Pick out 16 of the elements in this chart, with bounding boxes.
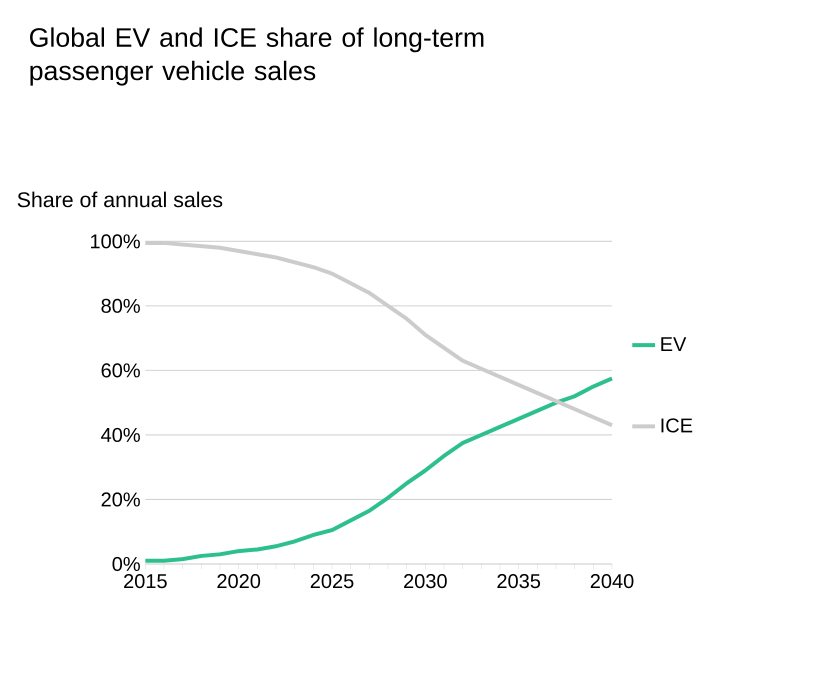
legend-label: ICE <box>662 418 692 432</box>
legend-label: EV <box>661 337 686 351</box>
y-tick-label: 0% <box>112 556 140 571</box>
x-tick-label: 2015 <box>124 574 167 588</box>
x-tick-label: 2025 <box>310 574 354 588</box>
x-tick-label: 2030 <box>404 574 447 588</box>
x-tick-label: 2020 <box>217 574 260 588</box>
y-axis-title: Share of annual sales <box>18 191 222 208</box>
chart-title: Global EV and ICE share of long-term passenger vehicle sales <box>30 27 484 86</box>
y-tick-label: 20% <box>102 492 140 506</box>
x-tick-label: 2035 <box>497 574 540 588</box>
y-tick-label: 100% <box>91 234 140 248</box>
y-tick-label: 60% <box>102 363 140 378</box>
y-tick-label: 40% <box>101 428 140 442</box>
y-tick-label: 80% <box>101 298 140 313</box>
x-tick-label: 2040 <box>590 574 634 588</box>
